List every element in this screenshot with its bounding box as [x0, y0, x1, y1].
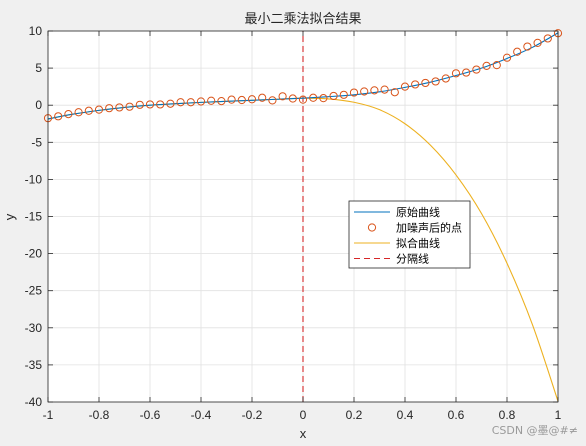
noisy-point: [237, 95, 246, 105]
y-tick-label: -25: [25, 284, 43, 298]
noisy-point: [380, 85, 389, 94]
y-tick-label: 10: [29, 24, 43, 38]
noisy-point: [339, 90, 348, 99]
x-tick-label: 0.8: [499, 408, 516, 422]
noisy-point: [451, 69, 461, 78]
noisy-point: [227, 95, 236, 104]
noisy-point: [329, 91, 338, 101]
chart-title: 最小二乘法拟合结果: [244, 12, 361, 27]
noisy-point: [217, 97, 226, 106]
x-tick-label: -0.2: [242, 408, 263, 422]
y-tick-label: -40: [25, 395, 43, 409]
noisy-point: [278, 92, 287, 101]
noisy-point: [94, 105, 104, 114]
noisy-point: [411, 80, 420, 89]
x-tick-label: -0.6: [140, 408, 161, 422]
noisy-point: [268, 96, 277, 105]
noisy-point: [319, 94, 328, 103]
noisy-point: [431, 77, 440, 86]
noisy-point: [298, 95, 308, 104]
x-tick-labels: -1 -0.8 -0.6 -0.4 -0.2 0 0.2 0.4 0.6 0.8 1: [43, 408, 562, 422]
noisy-point: [166, 99, 175, 108]
noisy-point: [309, 93, 318, 102]
noisy-point: [54, 112, 63, 121]
y-tick-label: -20: [25, 247, 43, 261]
x-tick-label: -0.4: [191, 408, 212, 422]
y-tick-label: -15: [25, 210, 43, 224]
noisy-point: [482, 61, 491, 70]
x-tick-label: 0.6: [448, 408, 465, 422]
noisy-point: [176, 98, 185, 107]
y-tick-label: 5: [35, 61, 42, 75]
noisy-point: [258, 93, 267, 102]
tick-marks: [47, 30, 559, 403]
noisy-point: [492, 61, 501, 70]
noisy-point: [196, 97, 206, 106]
x-tick-label: -1: [43, 408, 54, 422]
y-tick-label: 0: [35, 98, 42, 112]
y-tick-label: -10: [25, 172, 43, 186]
noisy-point: [390, 88, 399, 97]
x-tick-label: 0.2: [346, 408, 363, 422]
noisy-point: [64, 110, 73, 119]
legend-label: 加噪声后的点: [396, 221, 462, 235]
noisy-point: [288, 94, 297, 103]
noisy-point: [360, 87, 369, 96]
noisy-point: [502, 53, 512, 62]
noisy-point: [523, 42, 532, 51]
noisy-point: [145, 100, 155, 109]
noisy-point: [441, 74, 450, 83]
noisy-point: [207, 96, 216, 105]
x-tick-label: 0.4: [397, 408, 414, 422]
noisy-point: [533, 38, 542, 47]
noisy-point: [421, 78, 430, 88]
noisy-point: [84, 106, 93, 115]
x-axis-label: x: [300, 426, 307, 441]
legend-label: 分隔线: [396, 252, 429, 266]
series-layer: [43, 29, 563, 402]
y-tick-labels: 10 5 0 -5 -10 -15 -20 -25 -30 -35 -40: [25, 24, 43, 409]
y-tick-label: -30: [25, 321, 43, 335]
legend-label: 拟合曲线: [396, 236, 440, 250]
noisy-point: [462, 68, 471, 77]
y-axis-label: y: [2, 213, 17, 220]
legend-label: 原始曲线: [396, 205, 440, 219]
x-tick-label: 1: [555, 408, 562, 422]
noisy-point: [370, 86, 379, 95]
noisy-point: [115, 103, 124, 112]
noisy-point: [513, 47, 522, 56]
y-tick-label: -35: [25, 358, 43, 372]
noisy-point: [135, 100, 144, 109]
y-tick-label: -5: [31, 135, 42, 149]
noisy-point: [105, 104, 114, 113]
noisy-point: [543, 34, 552, 43]
x-tick-label: -0.8: [89, 408, 110, 422]
x-tick-label: 0: [300, 408, 307, 422]
noisy-point: [186, 98, 195, 107]
noisy-point: [247, 95, 257, 104]
noisy-point: [400, 82, 410, 91]
noisy-point: [472, 65, 481, 74]
legend-swatch-marker: [367, 223, 377, 232]
noisy-point: [156, 100, 165, 109]
series-line-0: [48, 32, 558, 120]
noisy-point: [125, 102, 134, 111]
noisy-point: [74, 108, 83, 117]
watermark: CSDN @墨@#≠: [492, 424, 578, 437]
noisy-point: [349, 88, 359, 97]
